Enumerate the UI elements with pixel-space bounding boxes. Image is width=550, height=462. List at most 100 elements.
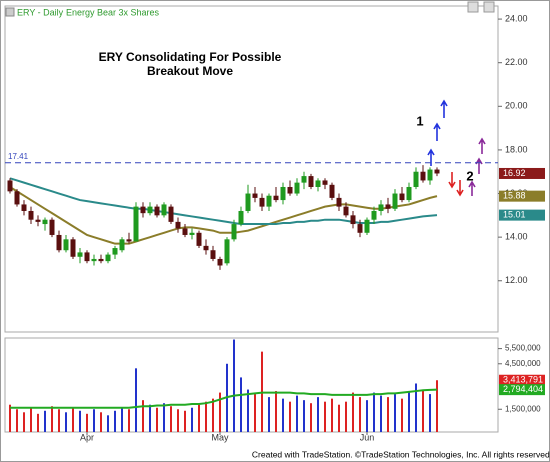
candle-body: [343, 206, 349, 216]
volume-panel: [4, 337, 499, 433]
candle-body: [7, 180, 13, 192]
candle-body: [378, 204, 384, 211]
candle-body: [210, 250, 216, 259]
volume-bar: [212, 398, 214, 432]
candle-body: [203, 245, 209, 251]
volume-bar: [345, 401, 347, 432]
candle-body: [140, 206, 146, 214]
candle-body: [56, 234, 62, 251]
candle-body: [182, 228, 188, 235]
candle-body: [385, 204, 391, 209]
candle-body: [392, 193, 398, 209]
volume-bar: [219, 392, 221, 432]
volume-bar: [177, 409, 179, 432]
volume-bar: [436, 380, 438, 432]
volume-average: [10, 388, 438, 409]
candle-body: [42, 219, 48, 225]
window-icon[interactable]: [467, 1, 479, 13]
flag-label: 15.01: [503, 209, 526, 219]
y-tick-label: 18.00: [505, 144, 528, 154]
footer: Created with TradeStation. ©TradeStation…: [252, 449, 550, 459]
candle-body: [259, 197, 265, 207]
candle-body: [70, 239, 76, 257]
flag-label: 16.92: [503, 168, 526, 178]
candle-body: [406, 186, 412, 201]
volume-bar: [366, 400, 368, 432]
symbol-icon[interactable]: [5, 7, 15, 17]
chart-subtitle: Energy Bear 3x Shares: [66, 7, 160, 17]
volume-bar: [72, 407, 74, 432]
volume-bar: [198, 404, 200, 432]
volume-bar: [408, 391, 410, 432]
reference-label: 17.41: [8, 152, 29, 161]
candle-body: [119, 239, 125, 251]
candle-body: [231, 224, 237, 240]
volume-bar: [275, 391, 277, 432]
volume-bar: [135, 368, 137, 432]
candle-body: [434, 169, 440, 174]
candle-body: [63, 239, 69, 251]
volume-bar: [191, 407, 193, 432]
candle-body: [273, 195, 279, 201]
volume-bar: [93, 409, 95, 432]
volume-bar: [429, 394, 431, 432]
annotation: 1: [416, 113, 423, 128]
candle-body: [217, 258, 223, 266]
candle-body: [28, 210, 34, 220]
volume-bar: [324, 401, 326, 432]
y-tick-label: 5,500,000: [505, 344, 541, 353]
candle-body: [336, 197, 342, 207]
candle-body: [301, 176, 307, 183]
candle-body: [154, 206, 160, 216]
volume-bar: [268, 397, 270, 432]
candle-body: [245, 193, 251, 211]
volume-bar: [415, 383, 417, 432]
candle-body: [413, 171, 419, 187]
candle-body: [280, 186, 286, 201]
volume-bar: [51, 406, 53, 432]
volume-bar: [142, 400, 144, 432]
volume-bar: [296, 395, 298, 432]
volume-bar: [65, 412, 67, 432]
volume-bar: [289, 401, 291, 432]
candle-body: [322, 180, 328, 185]
x-tick-label: May: [211, 432, 229, 442]
volume-bar: [394, 394, 396, 432]
volume-bar: [310, 403, 312, 432]
volume-bar: [58, 409, 60, 432]
candle-body: [14, 191, 20, 205]
candle-body: [105, 254, 111, 262]
candle-body: [308, 176, 314, 187]
candle-body: [133, 206, 139, 242]
volume-bar: [303, 400, 305, 432]
window-icon[interactable]: [483, 1, 495, 13]
candle-body: [112, 248, 118, 255]
candle-body: [427, 169, 433, 181]
candle-body: [224, 239, 230, 264]
candle-body: [161, 204, 167, 216]
candle-body: [287, 186, 293, 194]
volume-bar: [30, 407, 32, 432]
volume-bar: [373, 392, 375, 432]
flag-label: 2,794,404: [503, 384, 543, 394]
volume-bar: [254, 394, 256, 432]
volume-bar: [156, 407, 158, 432]
flag-label: 3,413,791: [503, 375, 543, 385]
candle-body: [238, 210, 244, 225]
candle-body: [189, 232, 195, 235]
candle-body: [49, 219, 55, 235]
candle-body: [77, 252, 83, 257]
volume-bar: [44, 410, 46, 432]
volume-bar: [233, 339, 235, 432]
volume-bar: [170, 406, 172, 432]
candle-body: [371, 210, 377, 220]
volume-bar: [205, 401, 207, 432]
candle-body: [98, 258, 104, 262]
flag-label: 15.88: [503, 191, 526, 201]
y-tick-label: 4,500,000: [505, 359, 541, 368]
volume-bar: [184, 410, 186, 432]
volume-bar: [86, 413, 88, 432]
volume-bar: [128, 409, 130, 432]
candle-body: [294, 182, 300, 194]
